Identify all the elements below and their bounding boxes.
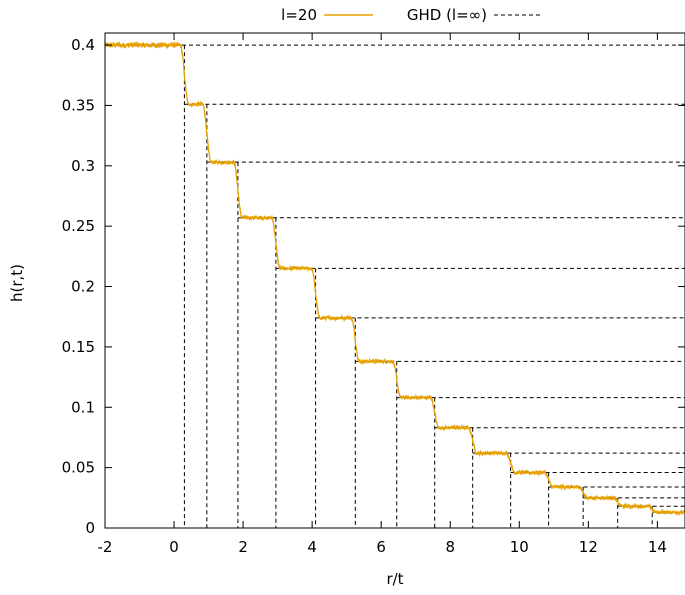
y-tick-label: 0 [85,519,95,537]
legend-label-series-1: l=20 [281,6,317,24]
x-tick-label: 2 [238,538,248,556]
x-tick-label: 8 [445,538,455,556]
plot-background [105,33,685,528]
y-tick-label: 0.35 [62,96,95,114]
x-tick-label: 4 [307,538,317,556]
y-axis-label: h(r,t) [8,264,26,302]
y-tick-label: 0.3 [71,157,95,175]
y-tick-label: 0.25 [62,217,95,235]
series-l20 [104,40,685,517]
x-tick-label: 10 [510,538,529,556]
x-tick-label: 12 [579,538,598,556]
x-tick-label: 0 [169,538,179,556]
y-tick-label: 0.4 [71,36,95,54]
legend: l=20 GHD (l=∞) [281,6,543,24]
x-tick-label: -2 [98,538,113,556]
series-line-l20 [104,40,685,517]
plot-frame [104,32,685,529]
x-tick-label: 14 [648,538,667,556]
y-tick-label: 0.2 [71,278,95,296]
y-axis-ticks: 0 0.05 0.1 0.15 0.2 0.25 0.3 0.35 0.4 [62,36,685,537]
y-tick-label: 0.05 [62,459,95,477]
x-axis-label: r/t [386,570,403,588]
y-tick-label: 0.1 [71,398,95,416]
y-tick-label: 0.15 [62,338,95,356]
x-tick-label: 6 [376,538,386,556]
x-axis-ticks: -2 0 2 4 6 8 10 12 14 [98,33,667,556]
legend-label-series-2: GHD (l=∞) [407,6,487,24]
